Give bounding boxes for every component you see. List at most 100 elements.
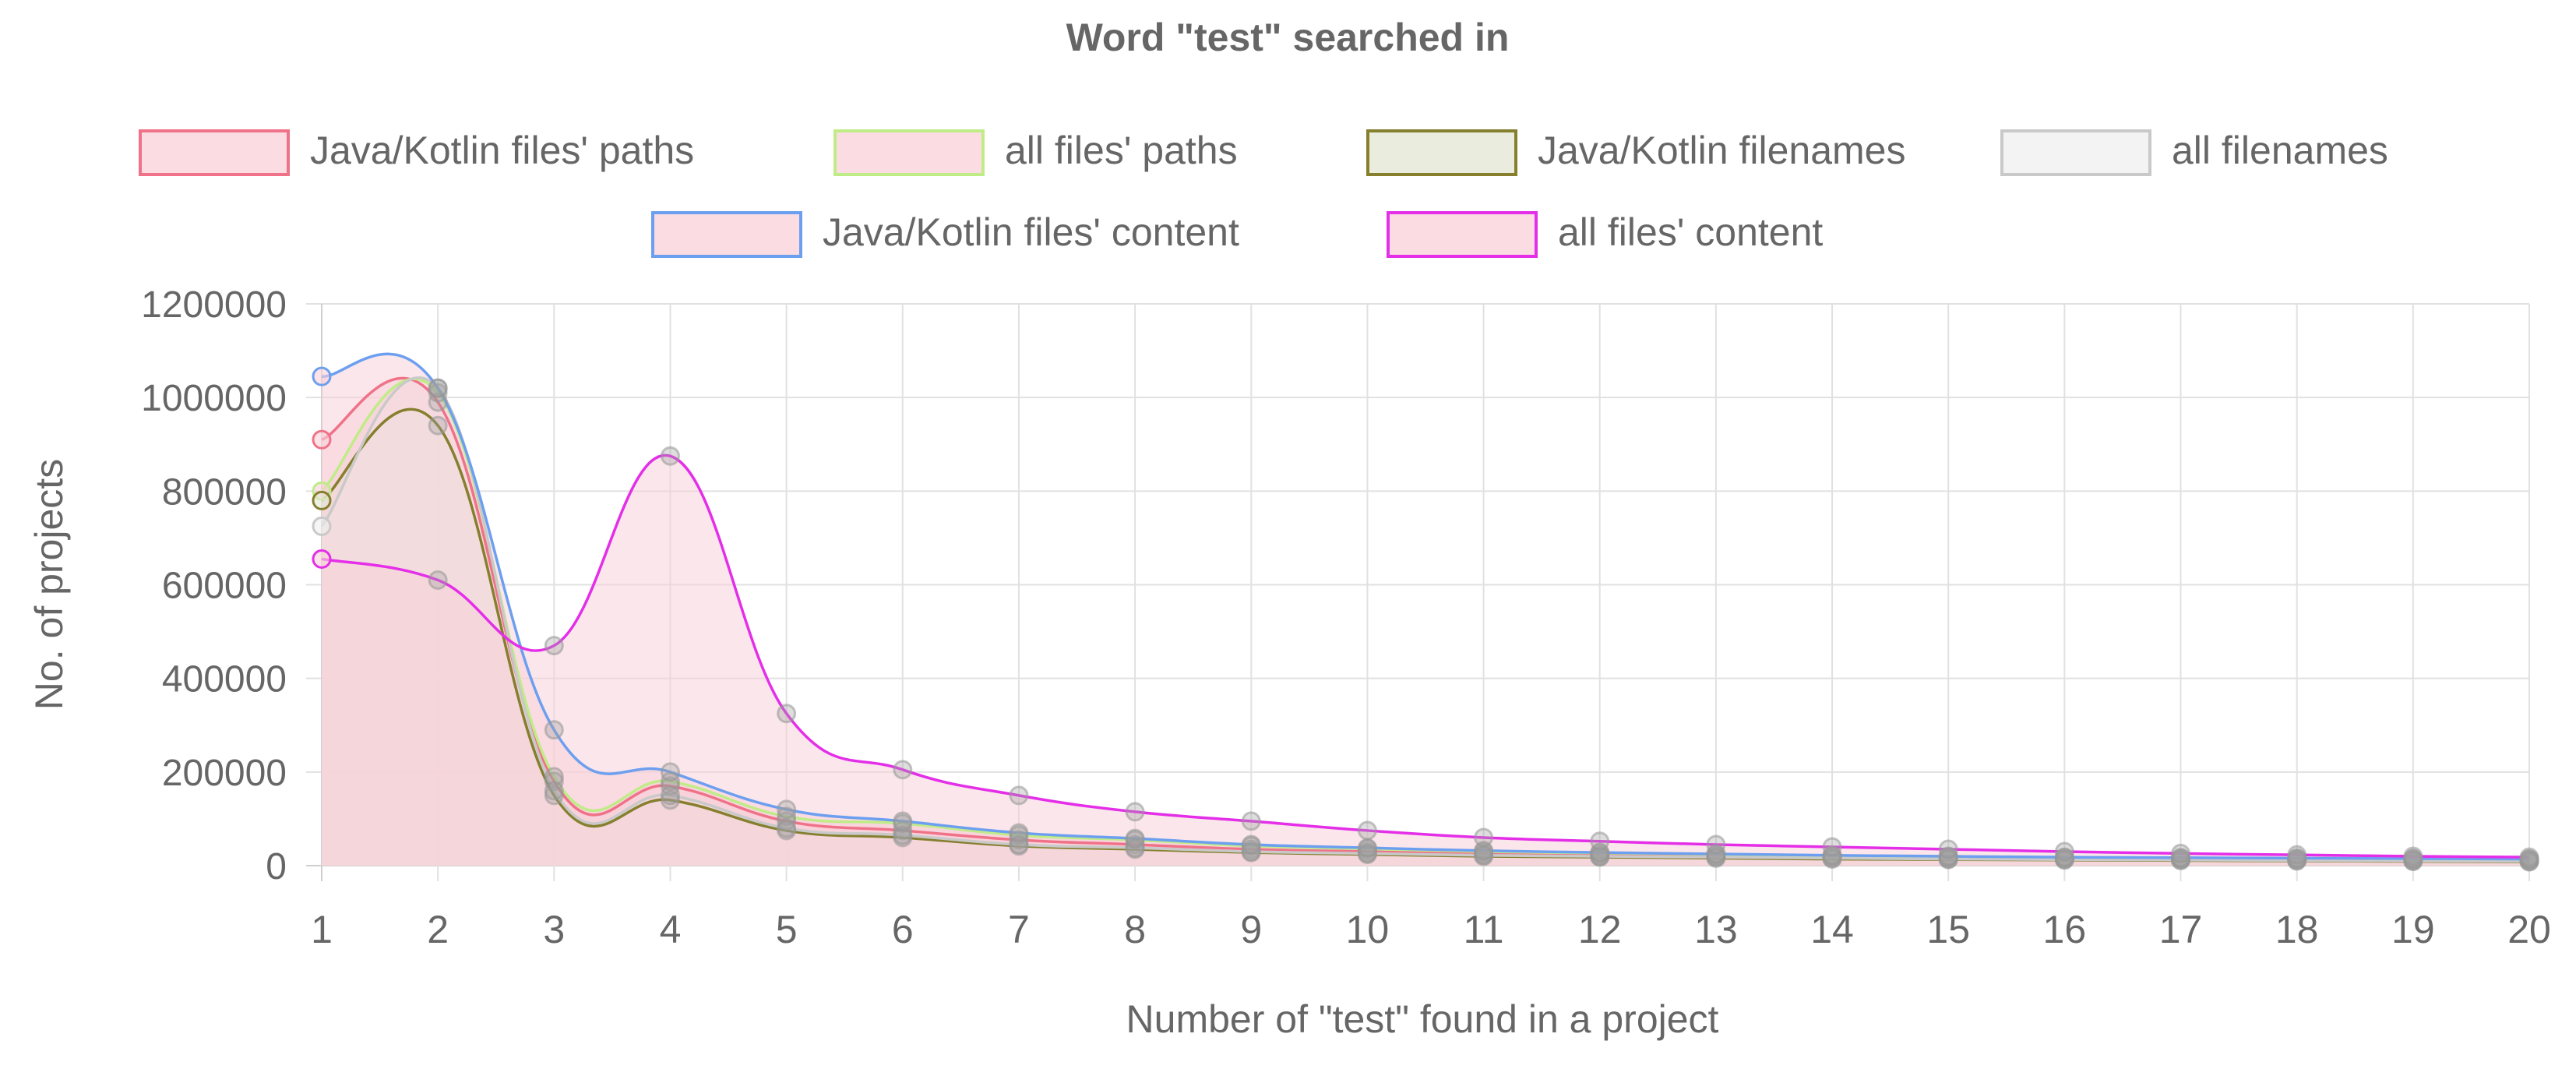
data-point[interactable] xyxy=(1009,785,1029,806)
y-tick-label: 200000 xyxy=(162,753,287,794)
y-tick-label: 1000000 xyxy=(141,378,287,419)
x-tick-label: 5 xyxy=(776,908,798,951)
y-tick-label: 600000 xyxy=(162,566,287,607)
legend-swatch[interactable] xyxy=(139,129,290,176)
legend-label[interactable]: all filenames xyxy=(2172,129,2388,172)
y-axis-ticks: 0 200000 400000 600000 800000 1000000 1200000 xyxy=(141,284,287,887)
data-point[interactable] xyxy=(1241,841,1261,862)
data-point[interactable] xyxy=(777,704,797,724)
legend-swatch[interactable] xyxy=(1387,211,1538,258)
series-fill-5 xyxy=(322,455,2529,866)
series-fills xyxy=(322,354,2529,866)
x-tick-label: 12 xyxy=(1578,908,1622,951)
data-point[interactable] xyxy=(1938,839,1958,859)
x-axis-ticks: 1 2 3 4 5 6 7 8 9 10 11 12 13 14 15 16 17 18 19 20 xyxy=(311,908,2551,951)
data-point[interactable] xyxy=(893,760,913,780)
legend-label[interactable]: Java/Kotlin files' paths xyxy=(310,129,694,172)
data-point[interactable] xyxy=(1009,830,1029,850)
y-tick-label: 0 xyxy=(266,846,287,887)
chart-title: Word "test" searched in xyxy=(1066,16,1510,59)
x-axis-label: Number of "test" found in a project xyxy=(1126,997,1719,1041)
data-point[interactable] xyxy=(544,781,564,801)
y-tick-label: 800000 xyxy=(162,471,287,513)
x-tick-label: 10 xyxy=(1346,908,1390,951)
legend-label[interactable]: all files' content xyxy=(1558,210,1823,254)
data-point[interactable] xyxy=(544,767,564,787)
data-point[interactable] xyxy=(2171,843,2191,863)
data-point[interactable] xyxy=(1590,831,1610,852)
y-axis-label: No. of projects xyxy=(27,459,71,710)
x-tick-label: 4 xyxy=(660,908,682,951)
data-point[interactable] xyxy=(1357,838,1377,858)
x-tick-label: 13 xyxy=(1694,908,1738,951)
series-lines xyxy=(320,352,2530,863)
legend-label[interactable]: Java/Kotlin filenames xyxy=(1538,129,1905,172)
x-tick-label: 11 xyxy=(1464,908,1504,951)
data-point[interactable] xyxy=(312,516,332,536)
x-tick-label: 14 xyxy=(1810,908,1854,951)
data-point[interactable] xyxy=(1125,802,1145,822)
series-line-5 xyxy=(321,453,2530,859)
legend-swatch[interactable] xyxy=(651,211,802,258)
data-point[interactable] xyxy=(544,785,564,806)
data-point[interactable] xyxy=(2054,841,2074,862)
data-point[interactable] xyxy=(660,785,680,806)
data-point[interactable] xyxy=(428,378,448,398)
data-point[interactable] xyxy=(660,790,680,810)
legend-swatch[interactable] xyxy=(833,129,985,176)
data-point[interactable] xyxy=(893,811,913,831)
data-point[interactable] xyxy=(1938,846,1958,866)
x-tick-label: 20 xyxy=(2507,908,2551,951)
series-line-3 xyxy=(320,376,2530,863)
x-tick-label: 7 xyxy=(1008,908,1030,951)
data-point[interactable] xyxy=(1241,834,1261,855)
data-point[interactable] xyxy=(777,799,797,820)
data-point[interactable] xyxy=(2287,845,2307,865)
data-point[interactable] xyxy=(312,429,332,450)
data-point[interactable] xyxy=(1822,837,1842,857)
series-points xyxy=(312,366,2539,872)
data-point[interactable] xyxy=(2054,847,2074,867)
x-tick-label: 16 xyxy=(2043,908,2087,951)
data-point[interactable] xyxy=(312,490,332,510)
data-point[interactable] xyxy=(1706,834,1726,855)
legend-swatch[interactable] xyxy=(1366,129,1517,176)
legend-label[interactable]: Java/Kotlin files' content xyxy=(823,210,1239,254)
x-tick-label: 18 xyxy=(2275,908,2319,951)
data-point[interactable] xyxy=(2403,846,2423,866)
x-tick-label: 2 xyxy=(427,908,449,951)
x-tick-label: 3 xyxy=(543,908,565,951)
data-point[interactable] xyxy=(312,366,332,386)
legend-swatch[interactable] xyxy=(2000,129,2151,176)
data-point[interactable] xyxy=(660,762,680,782)
data-point[interactable] xyxy=(1009,823,1029,843)
x-tick-label: 6 xyxy=(892,908,914,951)
x-tick-label: 8 xyxy=(1124,908,1146,951)
y-tick-label: 1200000 xyxy=(141,284,287,326)
x-tick-label: 17 xyxy=(2159,908,2203,951)
data-point[interactable] xyxy=(660,446,680,466)
data-point[interactable] xyxy=(544,636,564,656)
data-point[interactable] xyxy=(1474,827,1494,848)
legend: Java/Kotlin files' paths all files' paths… xyxy=(139,129,2388,258)
data-point[interactable] xyxy=(1357,820,1377,841)
data-point[interactable] xyxy=(1241,811,1261,831)
data-point[interactable] xyxy=(1474,841,1494,861)
data-point[interactable] xyxy=(777,818,797,838)
data-point[interactable] xyxy=(428,383,448,403)
data-point[interactable] xyxy=(428,570,448,590)
data-point[interactable] xyxy=(544,720,564,740)
data-point[interactable] xyxy=(1357,843,1377,863)
grid xyxy=(306,303,2530,881)
data-point[interactable] xyxy=(893,825,913,845)
data-point[interactable] xyxy=(1125,828,1145,848)
x-tick-label: 1 xyxy=(311,908,333,951)
data-point[interactable] xyxy=(2519,847,2539,867)
data-point[interactable] xyxy=(428,415,448,436)
data-point[interactable] xyxy=(312,549,332,569)
y-tick-label: 400000 xyxy=(162,659,287,700)
x-tick-label: 9 xyxy=(1240,908,1262,951)
legend-label[interactable]: all files' paths xyxy=(1005,129,1238,172)
